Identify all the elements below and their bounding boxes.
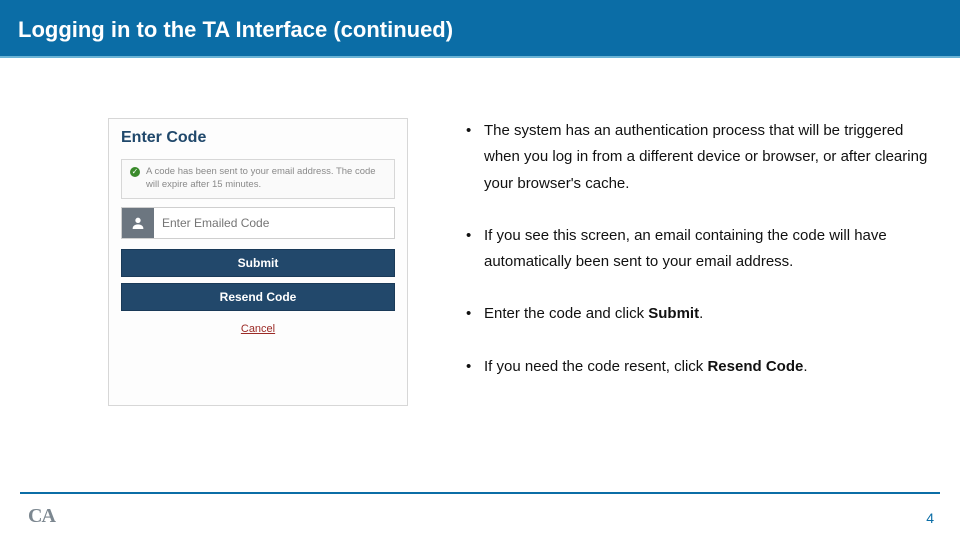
bullet-3-post: . [699, 305, 703, 322]
bullet-3-pre: Enter the code and click [484, 305, 648, 322]
bullet-1-text: The system has an authentication process… [484, 122, 927, 192]
submit-button[interactable]: Submit [121, 249, 395, 277]
cancel-link[interactable]: Cancel [241, 323, 275, 335]
check-icon: ✓ [130, 167, 140, 177]
bullet-1: The system has an authentication process… [462, 118, 930, 197]
resend-code-button[interactable]: Resend Code [121, 283, 395, 311]
slide-title: Logging in to the TA Interface (continue… [18, 17, 453, 43]
bullet-4-bold: Resend Code [707, 358, 803, 375]
footer-line [20, 492, 940, 494]
content-area: Enter Code ✓ A code has been sent to you… [0, 58, 960, 406]
enter-code-screenshot: Enter Code ✓ A code has been sent to you… [108, 118, 408, 406]
footer: CA 4 [0, 492, 960, 540]
code-input-row [121, 207, 395, 239]
bullet-list: The system has an authentication process… [462, 118, 930, 406]
cancel-link-wrap: Cancel [121, 319, 395, 337]
resend-button-label: Resend Code [220, 290, 297, 304]
bullet-2: If you see this screen, an email contain… [462, 223, 930, 276]
code-sent-notice: ✓ A code has been sent to your email add… [121, 159, 395, 199]
person-icon [122, 208, 154, 238]
page-number: 4 [926, 510, 934, 526]
bullet-3: Enter the code and click Submit. [462, 301, 930, 327]
bullet-2-text: If you see this screen, an email contain… [484, 227, 887, 270]
footer-logo: CA [28, 505, 55, 528]
code-input[interactable] [154, 208, 394, 238]
bullet-3-bold: Submit [648, 305, 699, 322]
enter-code-title: Enter Code [121, 129, 395, 147]
bullet-4-pre: If you need the code resent, click [484, 358, 707, 375]
bullet-4: If you need the code resent, click Resen… [462, 354, 930, 380]
slide-header: Logging in to the TA Interface (continue… [0, 0, 960, 50]
bullet-4-post: . [803, 358, 807, 375]
submit-button-label: Submit [238, 256, 279, 270]
code-sent-text: A code has been sent to your email addre… [146, 166, 386, 192]
